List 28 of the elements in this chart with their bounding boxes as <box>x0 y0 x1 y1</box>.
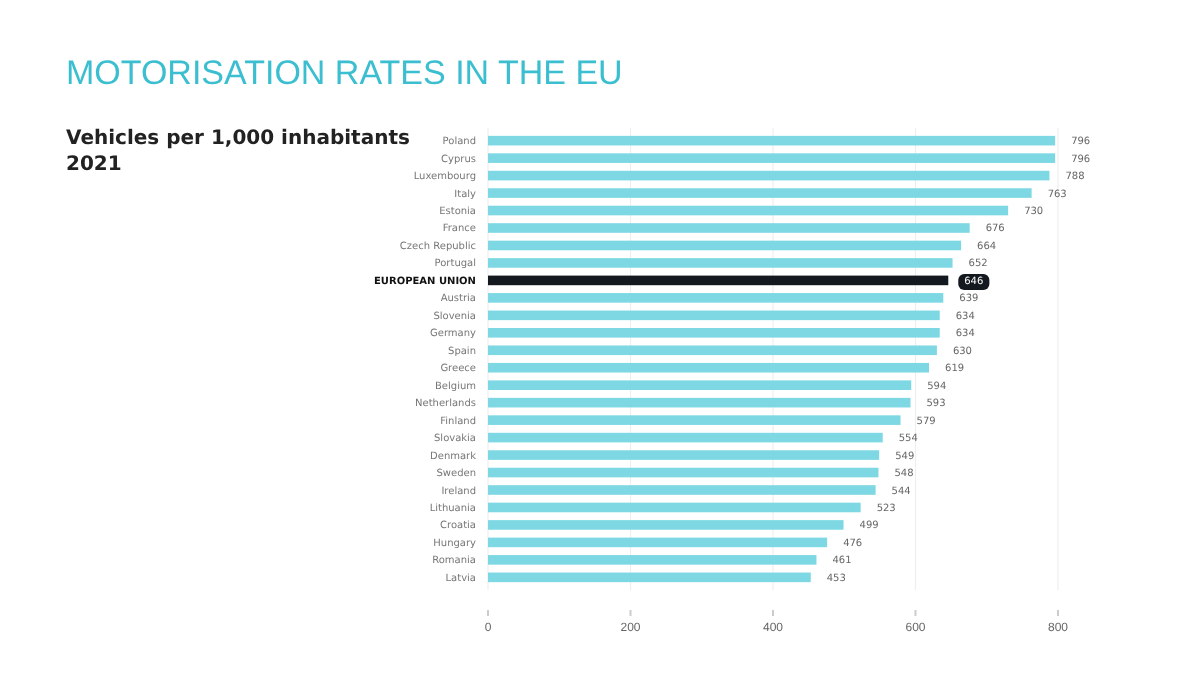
bar <box>488 432 883 443</box>
bar <box>488 485 876 495</box>
bar <box>488 328 940 338</box>
bar <box>488 188 1032 198</box>
bar <box>488 537 828 548</box>
bar <box>488 223 970 233</box>
bar <box>488 153 1056 163</box>
bar <box>488 310 940 321</box>
bar <box>488 555 817 565</box>
bar <box>488 520 844 530</box>
bar <box>488 170 1050 181</box>
bar <box>488 502 861 513</box>
bar <box>488 467 879 478</box>
bar <box>488 397 911 408</box>
text: Vehicles per 1,000 inhabitants 2021 <box>66 128 410 176</box>
bar <box>488 415 901 425</box>
bar <box>488 135 1056 146</box>
bar <box>488 240 962 251</box>
bar <box>488 362 930 373</box>
chart-title: MOTORISATION RATES IN THE EU <box>66 54 623 92</box>
bar <box>488 293 944 303</box>
bar <box>488 572 811 583</box>
bar <box>488 345 937 356</box>
bar <box>488 275 949 286</box>
bar <box>488 205 1009 216</box>
bar <box>488 450 880 460</box>
bar <box>488 380 912 390</box>
bar <box>488 258 953 268</box>
